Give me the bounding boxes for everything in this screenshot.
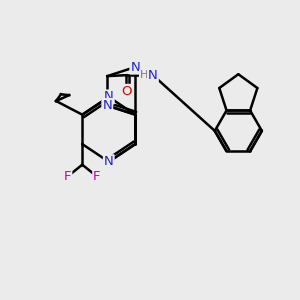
Text: N: N [130,61,140,74]
Text: F: F [64,170,71,183]
Text: N: N [104,91,114,103]
Text: O: O [121,85,132,98]
Text: F: F [93,170,101,183]
Text: H: H [140,70,148,80]
Text: N: N [104,155,114,168]
Text: N: N [148,69,158,82]
Text: N: N [102,99,112,112]
